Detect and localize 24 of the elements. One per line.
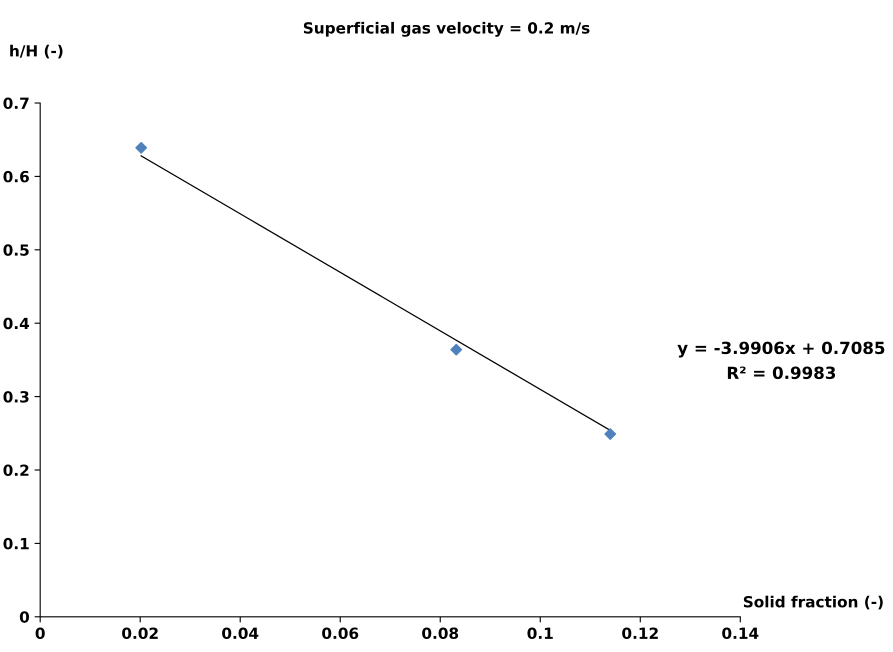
point (604, 428, 616, 440)
y-tick-label: 0.5 (3, 244, 29, 256)
y-tick-label: 0.7 (3, 97, 29, 110)
annotation: y = -3.9906x + 0.7085 (677, 342, 884, 358)
y-tick-label: 0.6 (3, 170, 29, 182)
y-tick-label: 0.3 (3, 391, 29, 403)
y-axis-title: h/H (-) (10, 44, 62, 58)
x-tick-label: 0.1 (527, 627, 553, 640)
y-tick-label: 0.2 (3, 464, 28, 476)
y-tick-label: 0.4 (3, 318, 30, 330)
x-tick-label: 0.12 (622, 627, 658, 640)
point (450, 344, 462, 356)
x-tick-label: 0.14 (722, 627, 758, 640)
annotation: R² = 0.9983 (728, 366, 836, 380)
chart-title: Superficial gas velocity = 0.2 m/s (304, 22, 590, 37)
x-axis-title: Solid fraction (-) (744, 596, 883, 610)
x-tick-label: 0 (36, 627, 45, 640)
y-tick-label: 0 (20, 611, 30, 623)
x-tick-label: 0.04 (222, 627, 258, 640)
y-tick-label: 0.1 (3, 538, 29, 550)
x-tick-label: 0.06 (322, 627, 358, 640)
point (135, 142, 148, 154)
x-tick-label: 0.02 (122, 627, 158, 640)
x-tick-label: 0.08 (422, 627, 458, 640)
